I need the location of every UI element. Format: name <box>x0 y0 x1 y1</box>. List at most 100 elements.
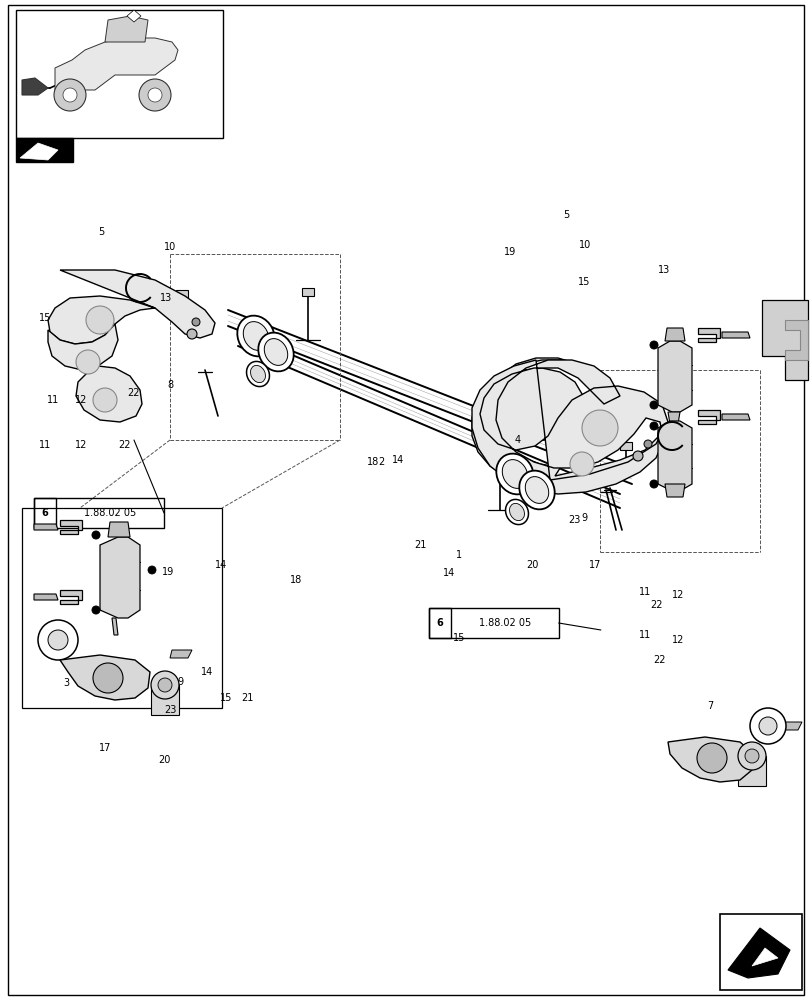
Polygon shape <box>727 928 789 978</box>
Polygon shape <box>108 522 130 537</box>
Text: 22: 22 <box>649 600 662 610</box>
Text: 9: 9 <box>177 677 183 687</box>
Text: 1.88.02 05: 1.88.02 05 <box>84 508 136 518</box>
Polygon shape <box>761 300 807 380</box>
Polygon shape <box>169 650 191 658</box>
Ellipse shape <box>237 316 274 356</box>
Polygon shape <box>60 520 82 534</box>
Text: 11: 11 <box>638 630 651 640</box>
Circle shape <box>649 401 657 409</box>
Polygon shape <box>48 270 215 344</box>
Polygon shape <box>721 414 749 420</box>
Ellipse shape <box>502 460 527 488</box>
Text: 22: 22 <box>127 388 140 398</box>
Text: 20: 20 <box>157 755 170 765</box>
Circle shape <box>649 341 657 349</box>
Text: 14: 14 <box>200 667 213 677</box>
Text: 5: 5 <box>563 210 569 220</box>
Circle shape <box>86 306 114 334</box>
Text: 18: 18 <box>290 575 303 585</box>
Text: 22: 22 <box>652 655 665 665</box>
Ellipse shape <box>258 333 294 371</box>
Polygon shape <box>697 410 719 424</box>
Polygon shape <box>779 722 801 730</box>
Polygon shape <box>657 421 691 491</box>
Bar <box>302 288 314 296</box>
Ellipse shape <box>744 749 758 763</box>
Polygon shape <box>784 320 807 360</box>
Text: 19: 19 <box>503 247 516 257</box>
Bar <box>34 498 164 528</box>
Circle shape <box>649 422 657 430</box>
Text: 14: 14 <box>391 455 404 465</box>
Circle shape <box>93 663 122 693</box>
Circle shape <box>48 630 68 650</box>
Text: 1.88.02 05: 1.88.02 05 <box>478 618 530 628</box>
Circle shape <box>148 566 156 574</box>
Circle shape <box>148 88 162 102</box>
Circle shape <box>633 451 642 461</box>
Text: 23: 23 <box>567 515 580 525</box>
Circle shape <box>139 79 171 111</box>
Ellipse shape <box>496 454 533 494</box>
Text: 23: 23 <box>164 705 177 715</box>
Polygon shape <box>721 332 749 338</box>
Text: 11: 11 <box>638 587 651 597</box>
Polygon shape <box>76 366 142 422</box>
Text: 15: 15 <box>577 277 590 287</box>
Text: 21: 21 <box>241 693 254 703</box>
Circle shape <box>749 708 785 744</box>
Circle shape <box>191 318 200 326</box>
Polygon shape <box>112 618 118 635</box>
Circle shape <box>76 350 100 374</box>
Ellipse shape <box>508 503 524 521</box>
Text: 12: 12 <box>671 590 684 600</box>
Text: 11: 11 <box>38 440 51 450</box>
Ellipse shape <box>158 678 172 692</box>
Text: 13: 13 <box>657 265 670 275</box>
Circle shape <box>54 79 86 111</box>
Polygon shape <box>100 537 139 618</box>
Text: 15: 15 <box>38 313 51 323</box>
Text: 15: 15 <box>452 633 465 643</box>
Text: 20: 20 <box>526 560 539 570</box>
Text: 7: 7 <box>706 701 713 711</box>
Ellipse shape <box>519 471 554 509</box>
Circle shape <box>758 717 776 735</box>
Text: 15: 15 <box>219 693 232 703</box>
Ellipse shape <box>264 339 287 365</box>
Text: 9: 9 <box>581 513 587 523</box>
Text: 21: 21 <box>414 540 427 550</box>
Circle shape <box>649 480 657 488</box>
Bar <box>176 290 188 298</box>
Polygon shape <box>667 737 753 782</box>
Ellipse shape <box>251 365 265 383</box>
Text: 17: 17 <box>588 560 601 570</box>
Polygon shape <box>697 328 719 342</box>
Bar <box>620 442 631 450</box>
Text: 14: 14 <box>442 568 455 578</box>
Text: 1: 1 <box>455 550 461 560</box>
Circle shape <box>581 410 617 446</box>
Polygon shape <box>751 948 777 966</box>
Text: 12: 12 <box>75 440 88 450</box>
Polygon shape <box>60 590 82 604</box>
Ellipse shape <box>151 671 178 699</box>
Ellipse shape <box>505 499 528 525</box>
Polygon shape <box>60 655 150 700</box>
Polygon shape <box>55 38 178 90</box>
Circle shape <box>696 743 726 773</box>
Text: 12: 12 <box>75 395 88 405</box>
Polygon shape <box>471 360 667 494</box>
Polygon shape <box>22 78 48 95</box>
Polygon shape <box>667 412 679 424</box>
Text: 13: 13 <box>160 293 173 303</box>
Bar <box>16 10 223 138</box>
Ellipse shape <box>737 742 765 770</box>
Text: 5: 5 <box>98 227 105 237</box>
Text: 17: 17 <box>99 743 112 753</box>
Text: 6: 6 <box>41 508 49 518</box>
Polygon shape <box>48 324 118 370</box>
Bar <box>428 608 558 638</box>
Polygon shape <box>20 143 58 160</box>
